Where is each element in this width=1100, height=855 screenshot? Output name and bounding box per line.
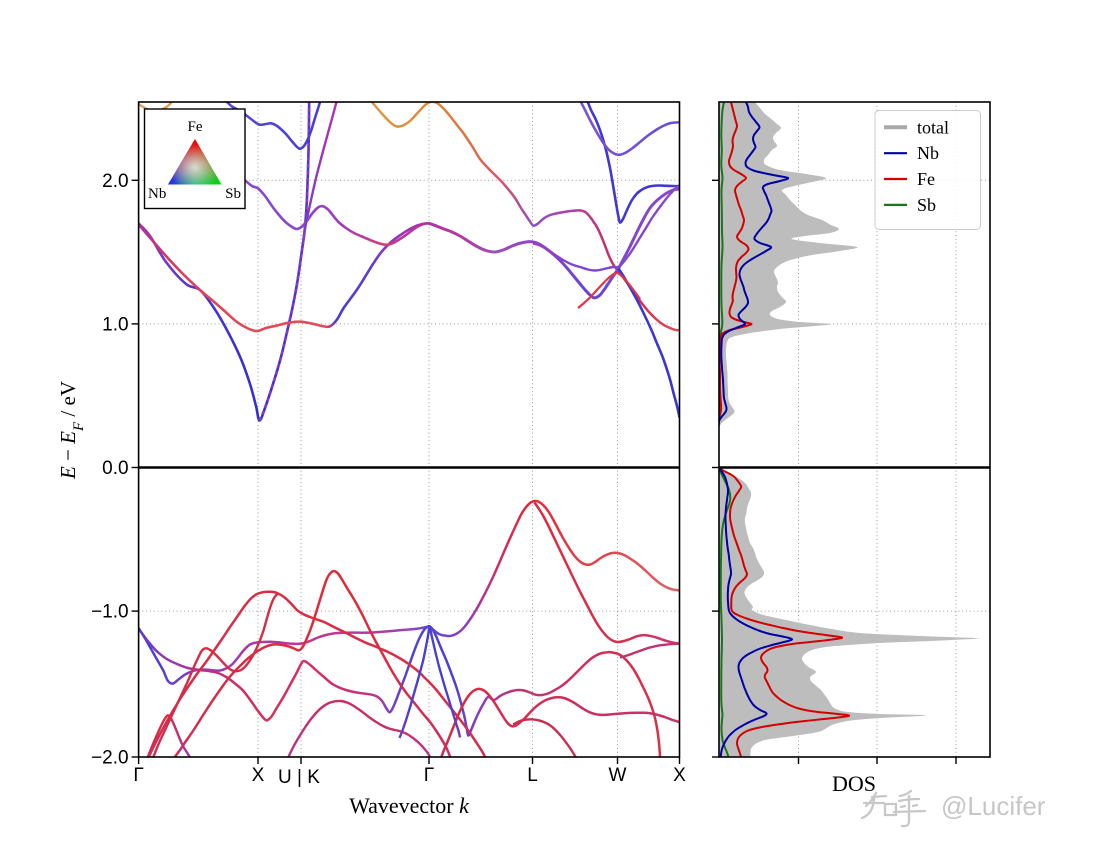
svg-text:Γ: Γ [424, 765, 434, 786]
svg-text:Nb: Nb [148, 186, 166, 202]
svg-text:Γ: Γ [133, 765, 143, 786]
svg-text:−2.0: −2.0 [91, 748, 129, 769]
svg-text:@Lucifer: @Lucifer [941, 791, 1046, 821]
svg-text:W: W [609, 765, 627, 786]
svg-text:1.0: 1.0 [102, 314, 128, 335]
svg-text:Wavevector k: Wavevector k [349, 793, 470, 818]
svg-text:X: X [252, 765, 265, 786]
svg-text:X: X [673, 765, 686, 786]
svg-text:Sb: Sb [225, 186, 241, 202]
svg-text:U | K: U | K [278, 767, 320, 788]
svg-text:Sb: Sb [917, 195, 936, 215]
svg-text:−1.0: −1.0 [91, 602, 129, 623]
svg-text:L: L [527, 765, 538, 786]
svg-text:0.0: 0.0 [102, 458, 128, 479]
svg-text:2.0: 2.0 [102, 171, 128, 192]
svg-text:Fe: Fe [917, 169, 935, 189]
svg-text:Fe: Fe [188, 119, 203, 135]
svg-text:Nb: Nb [917, 143, 939, 163]
svg-text:total: total [917, 117, 949, 137]
svg-text:DOS: DOS [832, 771, 876, 796]
